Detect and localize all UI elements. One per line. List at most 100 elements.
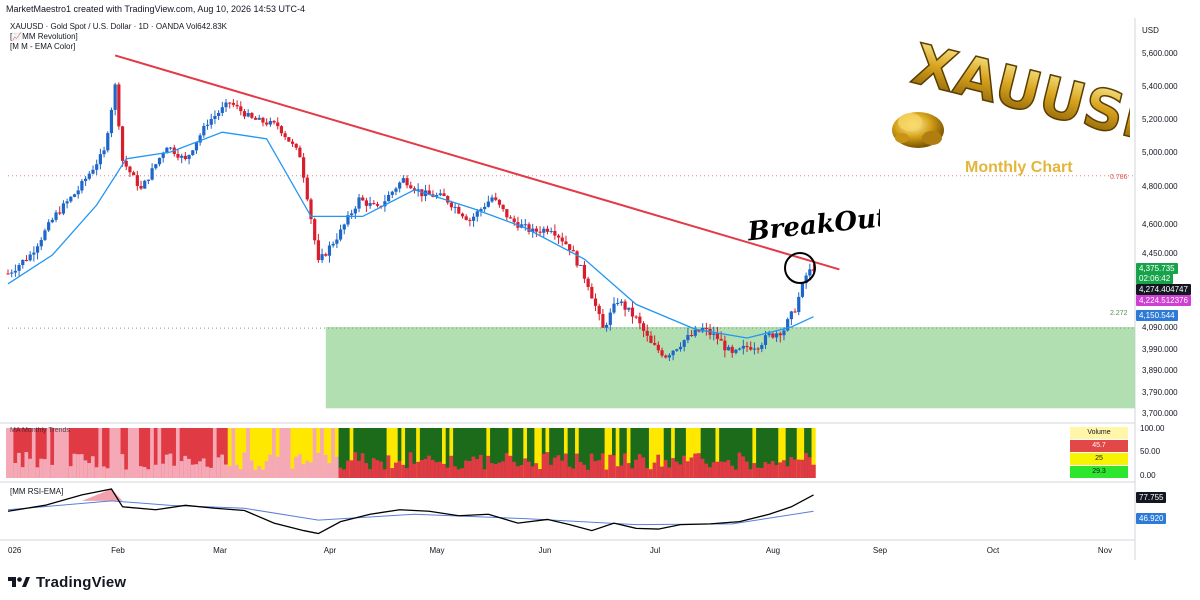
candle-body <box>671 350 675 356</box>
candle-body <box>752 348 757 350</box>
candle-body <box>394 188 398 192</box>
osc-bar-low <box>501 461 506 478</box>
osc-bar <box>283 428 288 478</box>
candle-body <box>568 244 572 251</box>
candle-body <box>808 269 812 276</box>
candle-body <box>627 307 631 310</box>
candle-body <box>287 137 291 142</box>
osc-bar <box>490 428 495 478</box>
candle-body <box>324 254 328 256</box>
osc-bar <box>272 428 277 478</box>
osc-bar <box>597 428 602 478</box>
osc-bar <box>249 428 255 478</box>
osc-bar <box>375 428 380 478</box>
osc-bar <box>308 428 314 478</box>
osc-bar-low <box>28 458 33 478</box>
osc-bar-low <box>423 458 428 478</box>
candle-body <box>135 175 139 186</box>
osc-bar-low <box>54 455 59 478</box>
osc-bar <box>571 428 576 478</box>
candle-body <box>726 346 731 351</box>
osc-bar <box>586 428 591 478</box>
osc-bar-low <box>563 453 569 478</box>
osc-bar <box>312 428 317 478</box>
candle-body <box>723 340 727 351</box>
osc-bar-low <box>412 463 417 478</box>
osc-bar-low <box>393 462 399 478</box>
candle-body <box>538 231 542 233</box>
osc-bar <box>416 428 421 478</box>
candle-body <box>235 104 239 107</box>
rsi-panel-label[interactable]: [MM RSI-EMA] <box>10 487 64 496</box>
osc-bar <box>379 428 384 478</box>
osc-bar <box>611 428 617 478</box>
osc-bar-low <box>139 466 144 478</box>
osc-bar-low <box>371 458 377 478</box>
symbol-line[interactable]: XAUUSD · Gold Spot / U.S. Dollar · 1D · … <box>10 22 227 31</box>
candle-body <box>590 286 594 299</box>
candle-body <box>497 199 502 205</box>
osc-bar <box>231 428 236 478</box>
candle-body <box>176 153 180 158</box>
osc-bar-low <box>146 469 151 478</box>
osc-bar <box>146 428 151 478</box>
osc-bar <box>323 428 328 478</box>
tradingview-footer[interactable]: TradingView <box>8 572 126 592</box>
osc-bar <box>139 428 144 478</box>
osc-bar <box>652 428 657 478</box>
osc-bar-low <box>578 461 583 478</box>
candle-body <box>464 216 468 220</box>
support-zone <box>325 327 1135 409</box>
osc-bar <box>412 428 417 478</box>
candle-body <box>416 189 420 191</box>
osc-bar-low <box>674 461 680 478</box>
indicator-2-label[interactable]: [M M - EMA Color] <box>10 42 76 51</box>
candle-body <box>143 180 147 189</box>
osc-bar-low <box>360 453 365 478</box>
candle-body <box>313 219 317 241</box>
osc-bar-low <box>17 452 22 478</box>
osc-bar-low <box>730 465 735 478</box>
candle-body <box>616 302 620 304</box>
osc-bar <box>157 428 162 478</box>
osc-bar <box>405 428 410 478</box>
candle-body <box>209 119 213 125</box>
osc-tick-50: 50.00 <box>1140 447 1161 456</box>
osc-bar-low <box>767 463 772 478</box>
osc-bar <box>449 428 454 478</box>
osc-bar <box>560 428 565 478</box>
logo-subtitle: Monthly Chart <box>965 159 1073 176</box>
y-tick-label: 5,200.000 <box>1142 115 1178 124</box>
osc-bar <box>253 428 258 478</box>
candle-body <box>534 228 538 232</box>
candle-body <box>316 240 320 261</box>
osc-bar <box>331 428 336 478</box>
osc-bar <box>131 428 136 478</box>
osc-bar <box>800 428 805 478</box>
indicator-1-label[interactable]: [📈MM Revolution] <box>10 32 78 41</box>
osc-bar-low <box>556 455 561 478</box>
osc-bar-low <box>150 455 155 478</box>
osc-bar-low <box>68 466 74 478</box>
y-tick-label: 4,090.000 <box>1142 323 1178 332</box>
osc-bar <box>175 428 181 478</box>
osc-bar-low <box>800 459 805 478</box>
osc-bar <box>604 428 609 478</box>
osc-panel-label[interactable]: MA Monthly Trends <box>10 427 70 434</box>
osc-bar-low <box>42 459 48 478</box>
osc-bar-low <box>726 460 731 478</box>
osc-bar-low <box>35 467 40 478</box>
osc-bar-low <box>124 469 129 478</box>
osc-bar <box>696 428 702 478</box>
osc-bar-low <box>253 469 258 478</box>
osc-bar-low <box>560 460 565 478</box>
y-tick-label: 4,600.000 <box>1142 220 1178 229</box>
tradingview-logo-icon <box>8 577 30 587</box>
candle-body <box>531 228 535 232</box>
candle-body <box>54 212 58 220</box>
osc-bar-low <box>708 467 713 478</box>
candle-body <box>24 259 29 261</box>
osc-bar-low <box>530 466 535 478</box>
osc-bar <box>512 428 517 478</box>
